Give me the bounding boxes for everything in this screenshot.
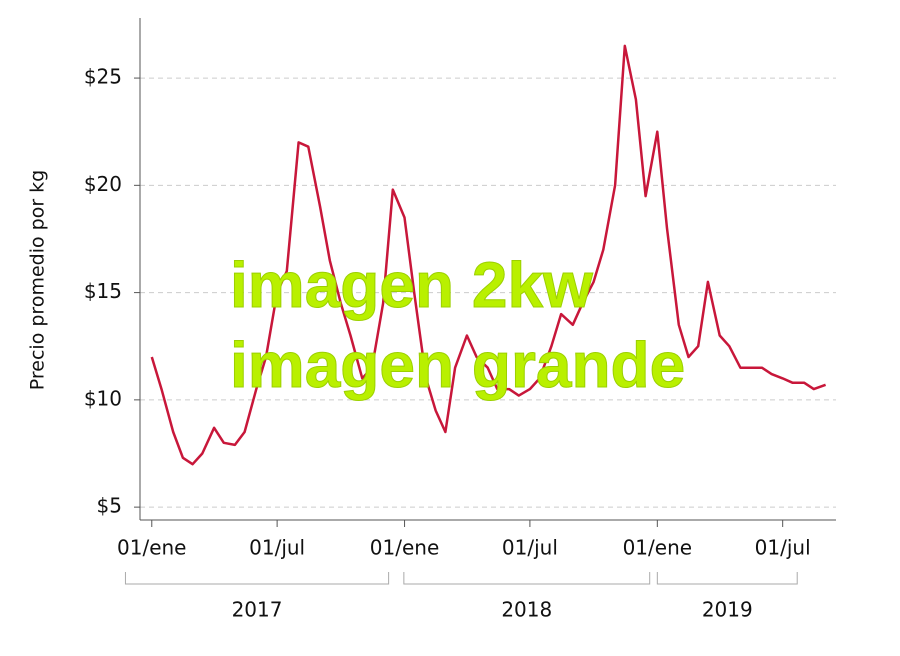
group-label: 2019 [702, 598, 753, 622]
x-tick-label: 01/jul [249, 536, 305, 560]
y-tick-label: $10 [84, 386, 122, 410]
x-tick-label: 01/jul [755, 536, 811, 560]
group-bracket [403, 572, 651, 585]
group-label: 2017 [232, 598, 283, 622]
y-tick-label: $20 [84, 172, 122, 196]
x-tick-label: 01/jul [502, 536, 558, 560]
group-label: 2018 [501, 598, 552, 622]
y-tick-label: $25 [84, 65, 122, 89]
y-tick-label: $5 [97, 494, 122, 518]
y-tick-label: $15 [84, 279, 122, 303]
x-tick-label: 01/ene [370, 536, 439, 560]
group-bracket [124, 572, 390, 585]
watermark: imagen 2kw [230, 249, 593, 321]
price-line [150, 44, 827, 466]
group-bracket [656, 572, 798, 585]
watermark: imagen grande [230, 329, 685, 401]
x-tick-label: 01/ene [623, 536, 692, 560]
y-axis-label: Precio promedio por kg [27, 170, 49, 390]
x-tick-label: 01/ene [117, 536, 186, 560]
